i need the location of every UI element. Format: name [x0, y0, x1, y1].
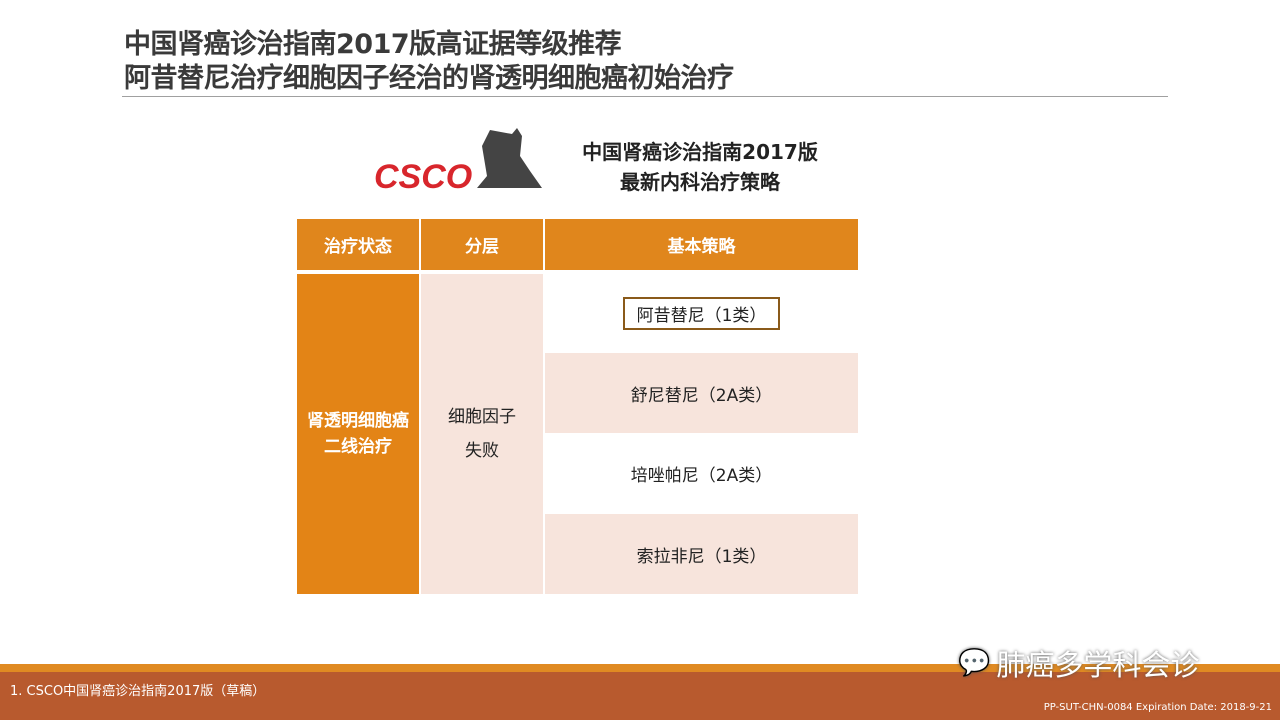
- strategy-row: 培唑帕尼（2A类）: [630, 466, 773, 486]
- subtitle-line-1: 中国肾癌诊治指南2017版: [582, 140, 818, 164]
- watermark: 💬 肺癌多学科会诊: [958, 642, 1199, 684]
- strategy-highlighted: 阿昔替尼（1类）: [622, 297, 781, 330]
- csco-logo: CSCO: [374, 128, 542, 192]
- footer-accent: [0, 664, 1280, 672]
- watermark-text: 肺癌多学科会诊: [996, 648, 1200, 682]
- footer-reference: 1. CSCO中国肾癌诊治指南2017版（草稿）: [10, 684, 266, 699]
- header-status: 治疗状态: [297, 219, 419, 270]
- cell-layer: 细胞因子失败: [421, 274, 543, 594]
- footer-code: PP-SUT-CHN-0084 Expiration Date: 2018-9-…: [1043, 702, 1272, 713]
- svg-text:CSCO: CSCO: [374, 158, 472, 192]
- cell-status: 肾透明细胞癌二线治疗: [297, 274, 419, 594]
- header-layer: 分层: [421, 219, 543, 270]
- footer-bar: [0, 672, 1280, 720]
- strategy-row: 舒尼替尼（2A类）: [545, 353, 858, 433]
- wechat-icon: 💬: [958, 648, 991, 678]
- title-divider: [122, 96, 1168, 97]
- title-line-1: 中国肾癌诊治指南2017版高证据等级推荐: [124, 29, 622, 60]
- subtitle-line-2: 最新内科治疗策略: [620, 170, 780, 194]
- strategy-row: 索拉非尼（1类）: [545, 514, 858, 594]
- header-strategy: 基本策略: [545, 219, 858, 270]
- title-line-2: 阿昔替尼治疗细胞因子经治的肾透明细胞癌初始治疗: [124, 63, 734, 94]
- strategy-row: 阿昔替尼（1类）: [545, 274, 858, 353]
